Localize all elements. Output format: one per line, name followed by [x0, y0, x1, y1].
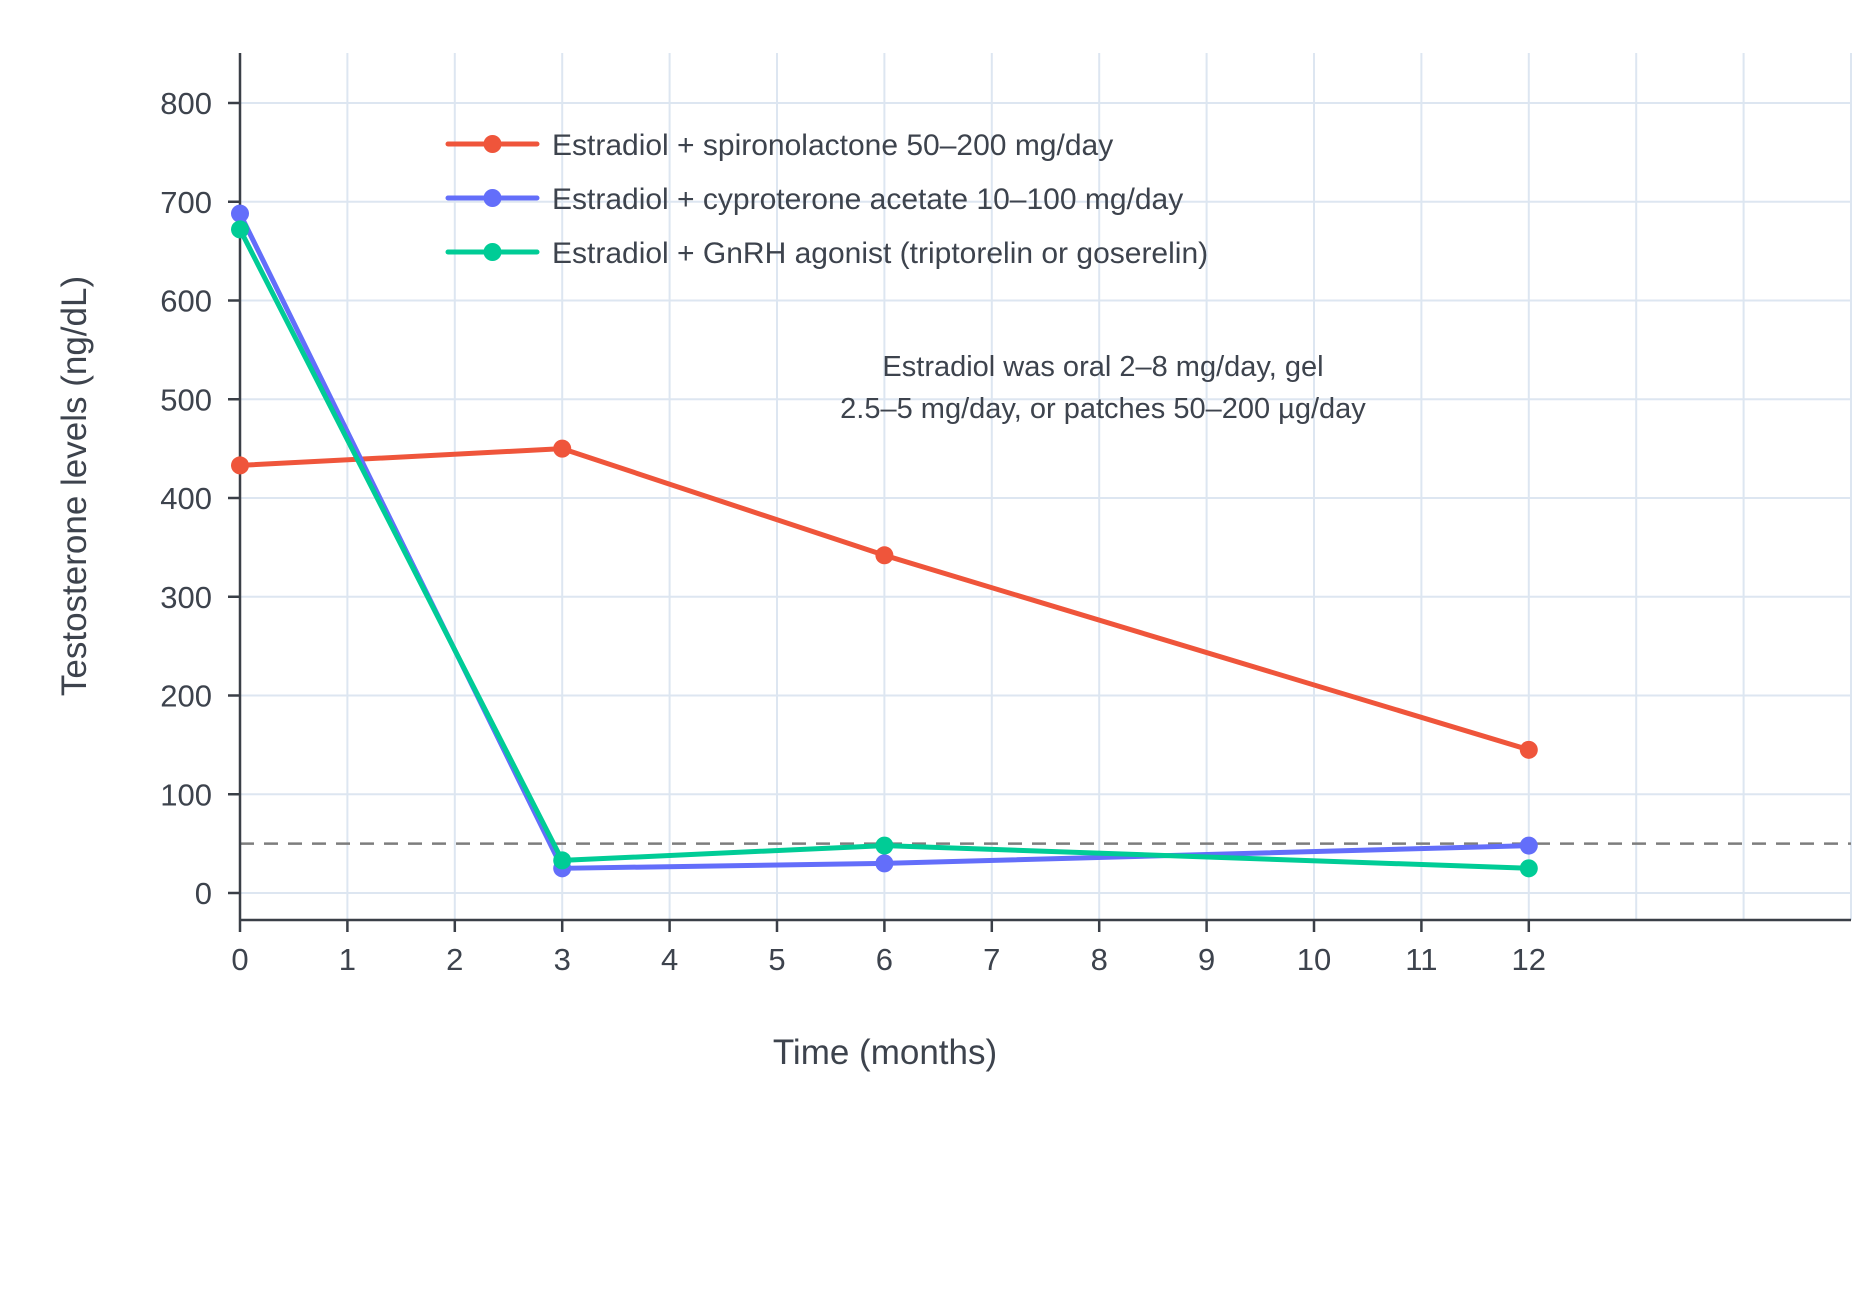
y-tick-label: 700 — [160, 185, 212, 220]
data-point — [553, 851, 572, 870]
y-tick-label: 400 — [160, 481, 212, 516]
legend-label: Estradiol + spironolactone 50–200 mg/day — [552, 129, 1113, 162]
x-tick-label: 3 — [554, 942, 571, 977]
y-tick-label: 300 — [160, 580, 212, 615]
series-line-3 — [237, 226, 1532, 871]
annotation-line: Estradiol was oral 2–8 mg/day, gel — [882, 351, 1323, 383]
y-tick-label: 500 — [160, 382, 212, 417]
x-tick-label: 12 — [1512, 942, 1546, 977]
data-point — [1519, 836, 1538, 855]
data-point — [875, 546, 894, 565]
x-tick-label: 8 — [1091, 942, 1108, 977]
y-tick-label: 100 — [160, 777, 212, 812]
x-tick-label: 9 — [1198, 942, 1215, 977]
x-tick-label: 0 — [231, 942, 248, 977]
data-point — [1519, 859, 1538, 878]
x-axis-title: Time (months) — [773, 1033, 997, 1072]
chart-canvas: Time (months) Testosterone levels (ng/dL… — [55, 53, 1852, 1072]
data-point — [553, 439, 572, 458]
legend-label: Estradiol + cyproterone acetate 10–100 m… — [552, 183, 1183, 216]
x-tick-label: 6 — [876, 942, 893, 977]
x-tick-label: 5 — [768, 942, 785, 977]
testosterone-levels-chart: Time (months) Testosterone levels (ng/dL… — [40, 16, 1856, 1300]
y-tick-label: 800 — [160, 86, 212, 121]
x-tick-label: 10 — [1297, 942, 1331, 977]
y-axis-title: Testosterone levels (ng/dL) — [55, 276, 94, 696]
x-tick-label: 7 — [983, 942, 1000, 977]
data-point — [875, 836, 894, 855]
legend-swatch-dot — [483, 189, 502, 207]
data-point — [231, 456, 249, 475]
y-tick-label: 0 — [195, 876, 212, 911]
data-point — [231, 220, 249, 239]
x-tick-label: 1 — [339, 942, 356, 977]
x-tick-label: 11 — [1405, 942, 1437, 977]
data-point — [875, 854, 894, 873]
annotation-line: 2.5–5 mg/day, or patches 50–200 µg/day — [840, 393, 1366, 425]
data-point — [231, 204, 249, 223]
legend-label: Estradiol + GnRH agonist (triptorelin or… — [552, 237, 1208, 270]
data-point — [1519, 740, 1538, 759]
legend-swatch-dot — [483, 243, 502, 261]
legend-swatch-dot — [483, 135, 502, 153]
y-tick-label: 200 — [160, 679, 212, 714]
x-tick-label: 2 — [446, 942, 463, 977]
y-tick-label: 600 — [160, 284, 212, 319]
x-tick-label: 4 — [661, 942, 678, 977]
series-line-1 — [237, 446, 1532, 753]
